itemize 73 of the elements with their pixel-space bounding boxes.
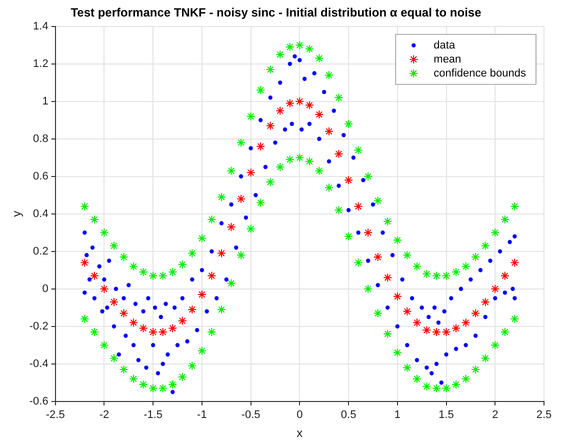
point (188, 305, 197, 314)
point (314, 110, 324, 120)
y-tick-label: 1 (42, 95, 48, 108)
point (490, 284, 500, 294)
y-tick-label: 0.8 (33, 132, 48, 145)
point (304, 100, 314, 110)
point (246, 168, 256, 178)
point (324, 126, 334, 136)
point (334, 149, 344, 158)
point (119, 308, 128, 318)
point (158, 328, 168, 337)
point (207, 271, 216, 280)
y-tick-label: 0.4 (33, 208, 48, 220)
x-tick-label: -1 (197, 409, 207, 422)
point (276, 106, 285, 116)
x-tick-label: -2 (99, 409, 110, 422)
y-tick-label: 1.2 (33, 58, 48, 70)
point (402, 306, 412, 316)
point (90, 271, 99, 280)
point (452, 324, 461, 333)
legend-label: confidence bounds (434, 67, 526, 80)
point (285, 98, 294, 108)
point (216, 248, 226, 258)
point (442, 328, 451, 337)
point (432, 328, 441, 337)
x-tick-label: 1.5 (438, 409, 454, 422)
y-tick-label: 0.2 (33, 245, 48, 258)
point (80, 258, 90, 268)
x-tick-label: 0.5 (340, 409, 356, 422)
point (383, 273, 392, 282)
point (412, 318, 422, 328)
y-tick-label: -0.2 (29, 320, 48, 332)
point (226, 222, 236, 232)
y-tick-label: -0.6 (29, 395, 48, 408)
point (168, 324, 178, 333)
point (344, 176, 354, 185)
y-axis-title: y (10, 210, 24, 217)
y-tick-label: 0 (42, 282, 48, 295)
y-tick-label: 1.4 (33, 20, 48, 32)
legend-label: mean (434, 53, 462, 66)
point (236, 194, 246, 204)
point (138, 324, 148, 333)
point (392, 292, 402, 301)
x-tick-label: -0.5 (241, 409, 260, 422)
x-axis-title: x (296, 426, 303, 440)
point (373, 252, 382, 262)
legend-label: data (434, 39, 456, 52)
y-tick-label: 0.6 (33, 170, 48, 182)
point (354, 202, 363, 211)
point (197, 290, 206, 300)
x-tick-label: 0 (296, 409, 303, 422)
x-tick-label: 1 (394, 409, 400, 422)
point (100, 284, 109, 294)
y-tick-label: -0.4 (29, 358, 48, 370)
point (256, 142, 266, 151)
x-tick-label: -1.5 (144, 409, 163, 422)
point (295, 96, 304, 106)
point (461, 318, 470, 328)
x-tick-label: 2 (492, 409, 498, 422)
x-tick-label: -2.5 (46, 409, 65, 422)
x-tick-label: 2.5 (536, 409, 552, 422)
point (422, 326, 432, 335)
point (109, 298, 118, 307)
point (500, 271, 510, 280)
chart-title: Test performance TNKF - noisy sinc - Initial distribution α equal to noise (70, 6, 482, 20)
point (129, 318, 138, 328)
point (480, 298, 490, 307)
point (178, 316, 187, 326)
point (510, 258, 520, 268)
point (471, 308, 480, 318)
point (148, 328, 158, 337)
point (364, 228, 373, 238)
point (266, 121, 275, 130)
